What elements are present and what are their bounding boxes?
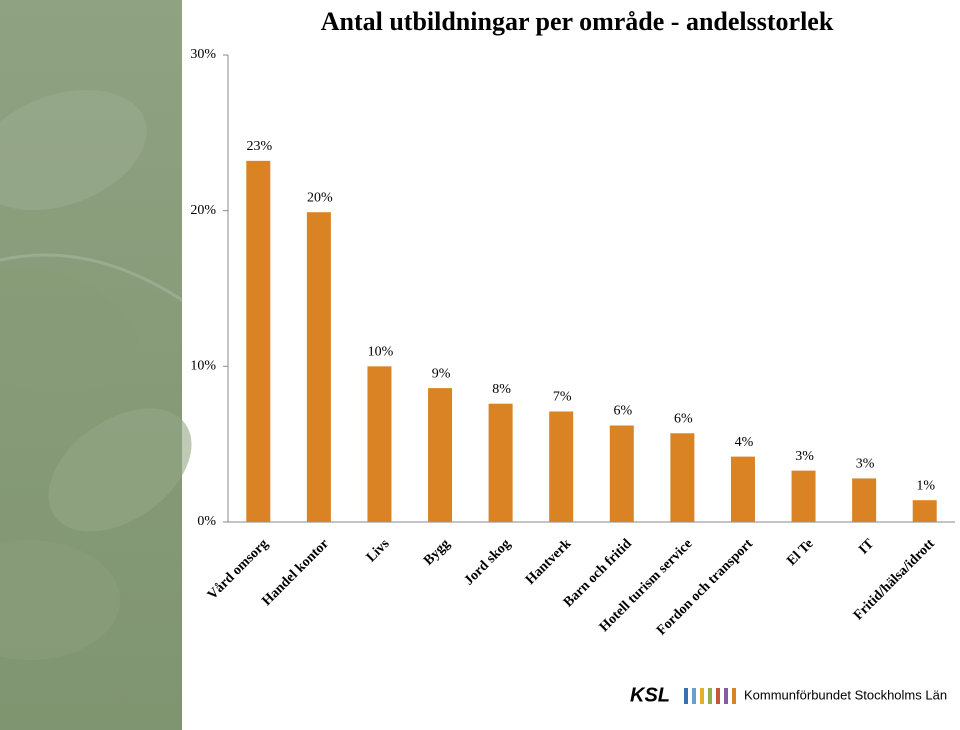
x-tick-label: Jord skog <box>462 536 514 588</box>
bar <box>488 403 513 522</box>
side-panel <box>0 0 192 730</box>
x-tick-label: Bygg <box>421 536 453 568</box>
bar <box>367 366 392 522</box>
y-tick-label: 10% <box>190 359 216 374</box>
value-label: 8% <box>492 382 511 397</box>
bar <box>549 411 574 522</box>
value-label: 1% <box>916 478 935 493</box>
bar <box>246 160 271 522</box>
logo-abbr: KSL <box>630 684 670 706</box>
x-tick-label: Livs <box>364 536 393 565</box>
y-tick-label: 30% <box>190 47 216 62</box>
value-label: 7% <box>553 390 572 405</box>
x-tick-label: IT <box>856 536 878 558</box>
logo-name: Kommunförbundet Stockholms Län <box>744 687 947 702</box>
y-tick-label: 20% <box>190 203 216 218</box>
y-tick-label: 0% <box>197 514 216 529</box>
bar <box>852 478 877 522</box>
bar <box>306 212 331 522</box>
bar <box>791 470 816 522</box>
logo: KSL Kommunförbundet Stockholms Län <box>630 684 947 706</box>
value-label: 3% <box>856 457 875 472</box>
bar <box>912 500 937 522</box>
x-tick-label: Hantverk <box>523 536 574 587</box>
chart-title: Antal utbildningar per område - andelsst… <box>321 7 834 36</box>
value-label: 20% <box>307 190 333 205</box>
bar <box>609 425 634 522</box>
value-label: 9% <box>432 366 451 381</box>
x-tick-label: El Te <box>784 536 816 568</box>
bar <box>670 433 695 522</box>
bar <box>730 456 755 522</box>
value-label: 23% <box>246 139 272 154</box>
value-label: 6% <box>674 411 693 426</box>
logo-stripes <box>684 688 736 704</box>
value-label: 3% <box>795 449 814 464</box>
x-tick-label: Vård omsorg <box>205 536 271 602</box>
bar <box>428 388 453 522</box>
value-label: 6% <box>613 404 632 419</box>
value-label: 10% <box>368 345 394 360</box>
value-label: 4% <box>735 435 754 450</box>
